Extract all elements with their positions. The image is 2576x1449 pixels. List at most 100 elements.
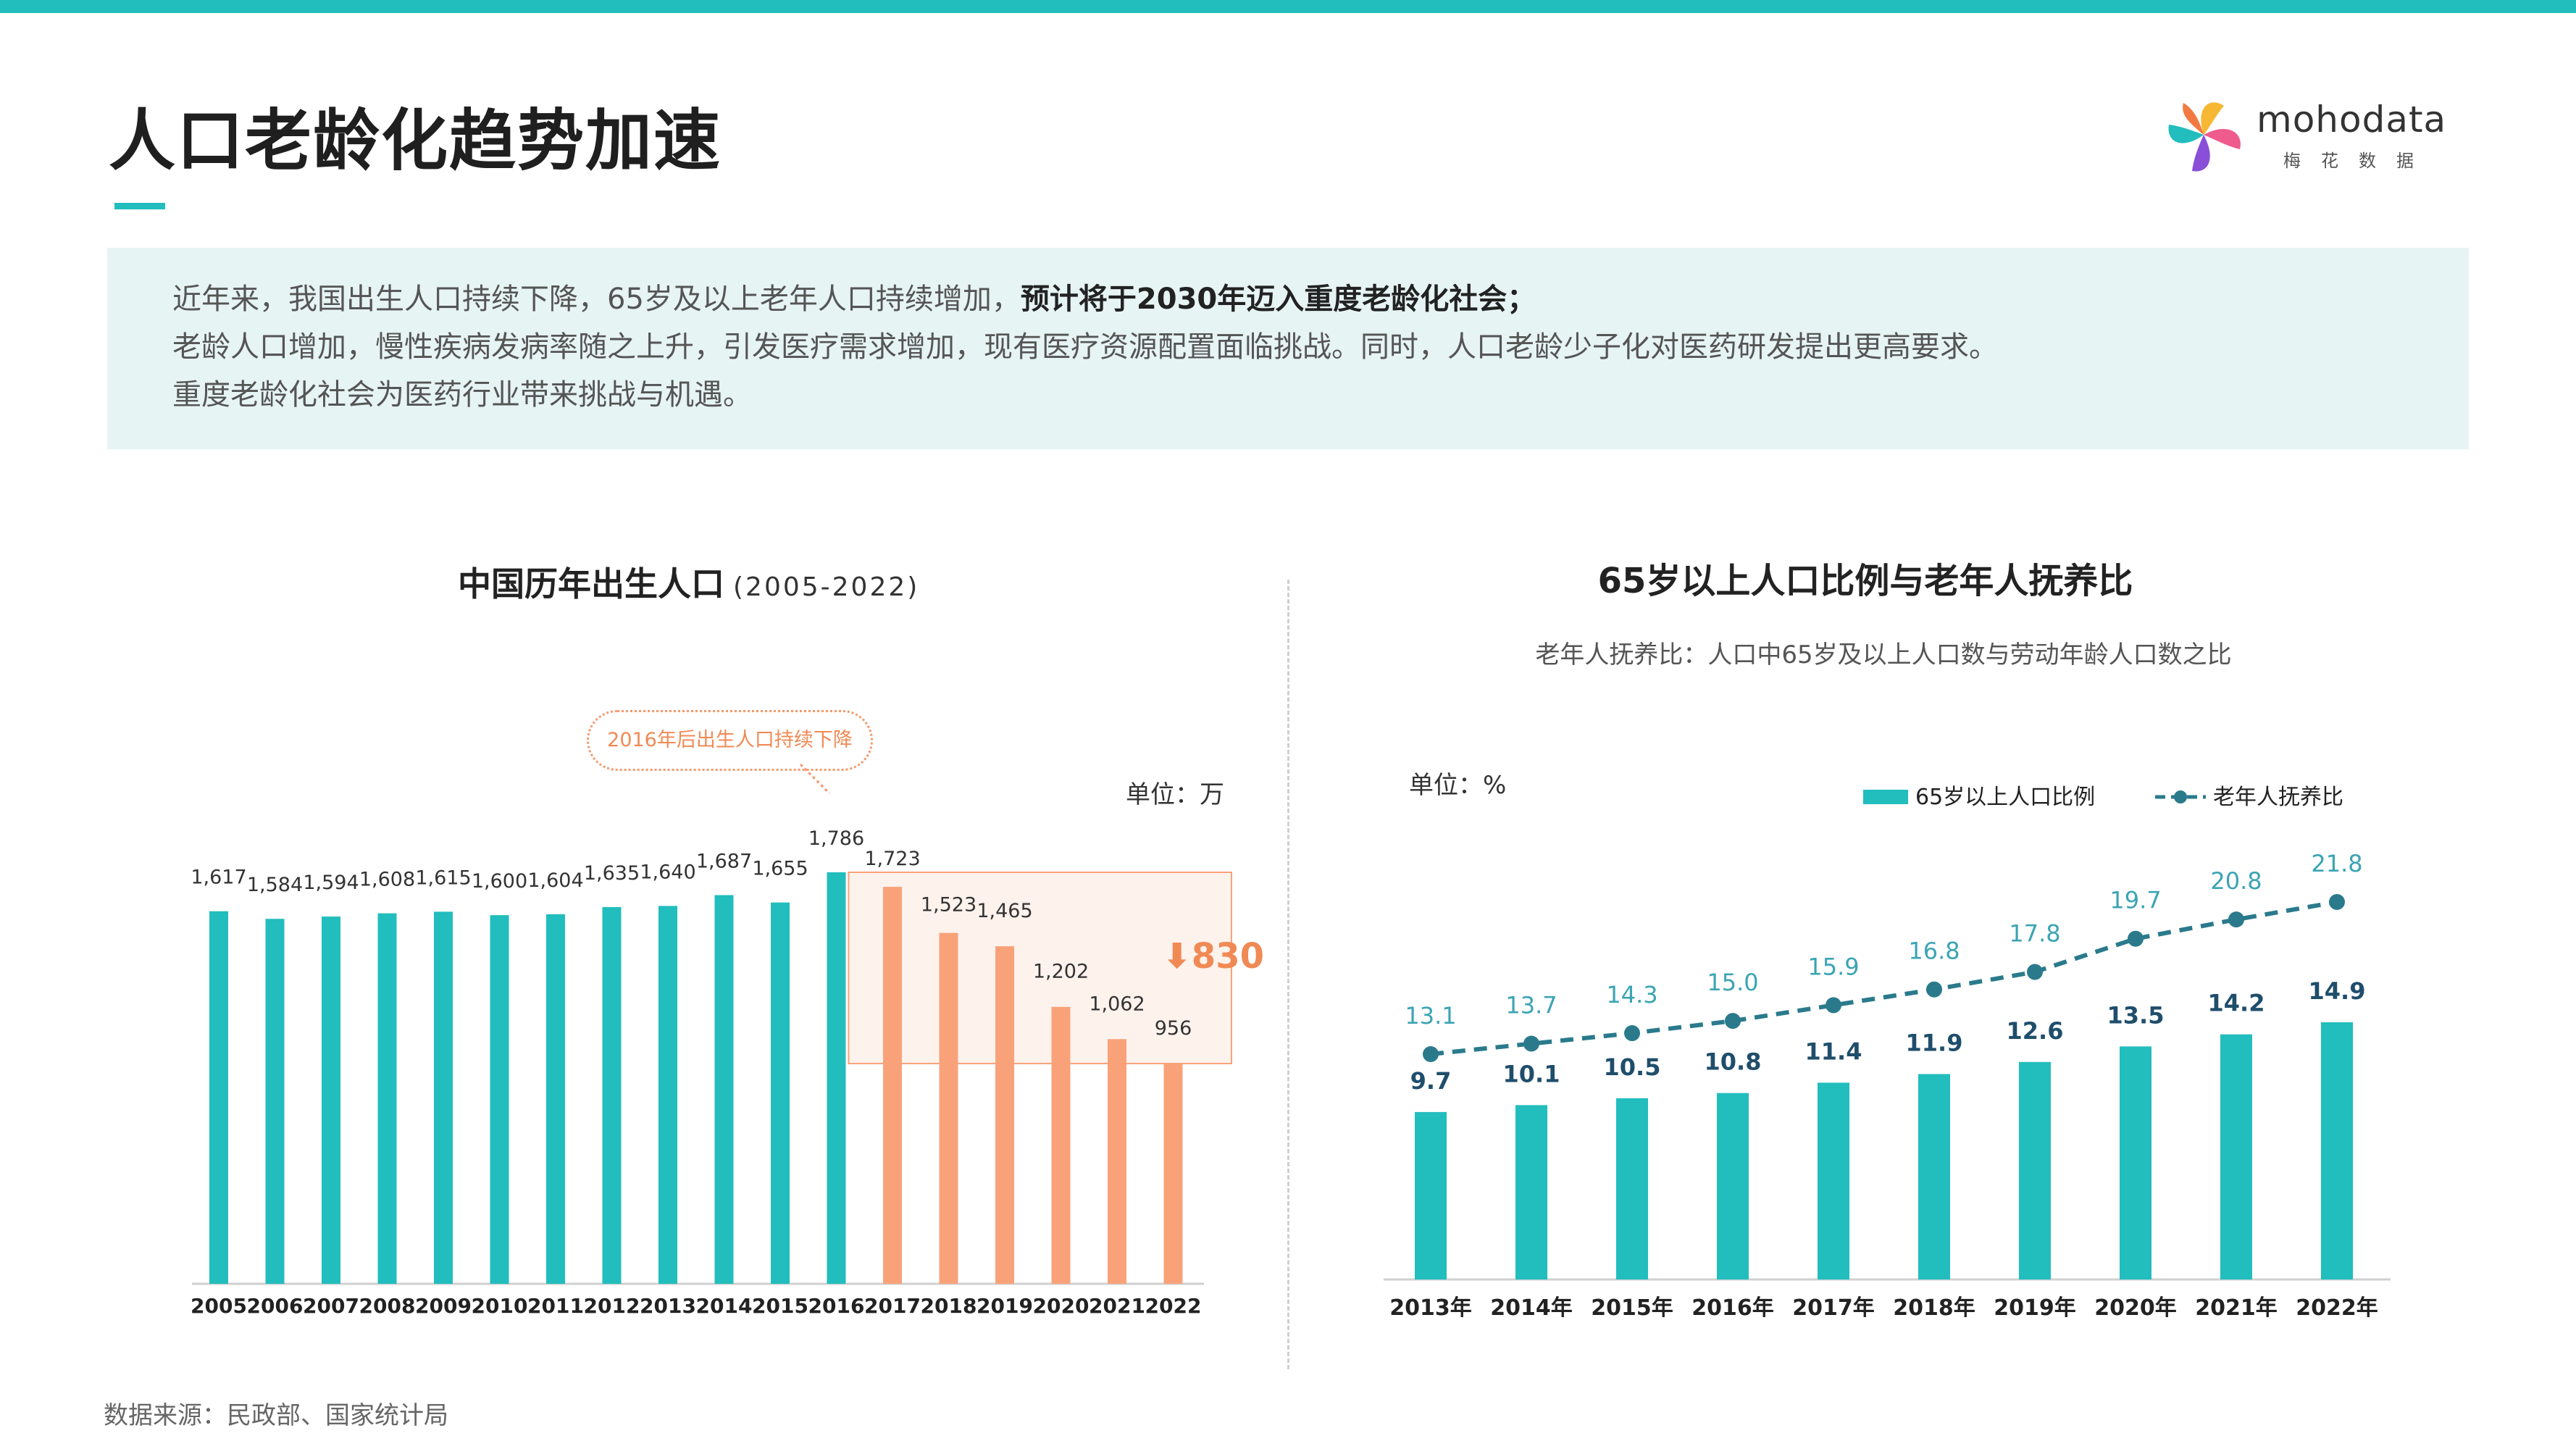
value-label-birth-2019: 1,465 [977,900,1032,922]
value-label-dependency-2021年: 20.8 [2210,867,2262,895]
summary-line-3: 重度老龄化社会为医药行业带来挑战与机遇。 [172,378,752,412]
x-tick-elderly-2020年: 2020年 [2094,1295,2177,1321]
x-tick-birth-2016: 2016 [808,1294,865,1318]
page-title: 人口老龄化趋势加速 [109,102,722,180]
legend-label-bar: 65岁以上人口比例 [1915,785,2095,810]
value-label-birth-2017: 1,723 [864,848,920,870]
value-label-birth-2022: 956 [1155,1017,1192,1040]
x-tick-elderly-2017年: 2017年 [1792,1295,1875,1321]
chart-1-unit-label: 单位：万 [1126,780,1224,809]
bar-elderly-2013年 [1415,1111,1447,1279]
bar-birth-2014 [714,895,734,1284]
value-label-dependency-2022年: 21.8 [2311,850,2362,877]
bar-birth-2009 [434,911,453,1284]
point-dependency-2015年 [1624,1025,1640,1042]
point-dependency-2017年 [1826,997,1841,1014]
line-dependency-ratio [1430,900,2338,1056]
bar-elderly-2020年 [2120,1046,2151,1279]
bar-birth-2005 [209,911,228,1284]
value-label-birth-2018: 1,523 [921,894,977,916]
x-tick-elderly-2013年: 2013年 [1389,1295,1472,1321]
bar-birth-2006 [265,919,285,1284]
x-tick-elderly-2014年: 2014年 [1490,1295,1573,1321]
point-dependency-2018年 [1926,981,1942,998]
bar-elderly-2022年 [2321,1022,2353,1279]
logo-wordmark: mohodata [2257,99,2447,141]
value-label-birth-2011: 1,604 [527,869,583,892]
decline-highlight-box [848,872,1232,1064]
value-label-elderly-2017年: 11.4 [1805,1037,1862,1065]
bar-elderly-2015年 [1616,1098,1648,1279]
x-tick-birth-2018: 2018 [921,1294,977,1318]
chart-2-unit-label: 单位：% [1409,771,1506,800]
x-tick-elderly-2022年: 2022年 [2296,1295,2378,1321]
bar-elderly-2018年 [1918,1074,1950,1279]
x-tick-birth-2021: 2021 [1089,1294,1145,1318]
bar-birth-2015 [771,902,790,1284]
data-source-note: 数据来源：民政部、国家统计局 [104,1401,448,1430]
value-label-elderly-2022年: 14.9 [2309,977,2366,1005]
bar-birth-2007 [322,916,340,1284]
x-tick-elderly-2015年: 2015年 [1591,1295,1673,1321]
chart-divider [1287,580,1289,1369]
point-dependency-2020年 [2128,930,2144,947]
point-dependency-2014年 [1523,1035,1539,1052]
x-tick-birth-2022: 2022 [1145,1294,1202,1318]
bar-birth-2018 [939,932,958,1284]
bar-birth-2008 [377,913,397,1284]
value-label-birth-2016: 1,786 [808,827,864,850]
value-label-elderly-2015年: 10.5 [1604,1053,1661,1081]
value-label-birth-2012: 1,635 [584,862,640,885]
aging-ratio-chart: 65岁以上人口比例与老年人抚养比老年人抚养比：人口中65岁及以上人口数与劳动年龄… [1384,561,2391,1321]
callout-annotation: 2016年后出生人口持续下降 [587,710,873,771]
decline-amount-label: ⬇830 [1163,936,1264,977]
value-label-dependency-2016年: 15.0 [1707,969,1758,996]
value-label-birth-2010: 1,600 [472,870,527,893]
value-label-elderly-2018年: 11.9 [1906,1029,1963,1056]
bar-birth-2019 [995,946,1014,1284]
x-tick-elderly-2019年: 2019年 [1994,1295,2076,1321]
bar-elderly-2014年 [1515,1105,1547,1279]
charts-canvas: 中国历年出生人口 (2005-2022) 单位：万 ⬇830 1,617 2005 1,58… [191,561,2391,1321]
value-label-elderly-2019年: 12.6 [2007,1017,2064,1045]
legend-label-line: 老年人抚养比 [2213,785,2343,810]
bar-birth-2021 [1108,1039,1126,1284]
value-label-dependency-2014年: 13.7 [1505,992,1557,1019]
value-label-dependency-2020年: 19.7 [2109,887,2161,914]
value-label-elderly-2020年: 13.5 [2107,1001,2165,1029]
value-label-birth-2013: 1,640 [640,861,695,883]
value-label-dependency-2019年: 17.8 [2009,920,2060,948]
value-label-birth-2014: 1,687 [696,850,752,872]
x-tick-birth-2019: 2019 [977,1294,1033,1318]
point-dependency-2021年 [2228,911,2244,928]
chart-1-title-years: (2005-2022) [733,572,919,602]
value-label-dependency-2018年: 16.8 [1908,938,1960,965]
x-tick-birth-2020: 2020 [1033,1294,1090,1318]
legend-swatch-bar [1863,790,1908,804]
callout-pointer [799,763,831,795]
mohodata-logo: mohodata 梅花数据 [2159,93,2463,180]
x-tick-elderly-2021年: 2021年 [2195,1295,2278,1321]
chart-1-title: 中国历年出生人口 [458,564,724,604]
value-label-birth-2007: 1,594 [303,872,359,894]
x-tick-birth-2008: 2008 [359,1294,416,1318]
summary-line-2: 老龄人口增加，慢性疾病发病率随之上升，引发医疗需求增加，现有医疗资源配置面临挑战… [172,330,1998,364]
x-tick-birth-2010: 2010 [472,1294,528,1318]
legend-marker-line [2174,790,2187,803]
point-dependency-2022年 [2329,894,2345,910]
bar-birth-2013 [658,906,677,1284]
x-tick-birth-2006: 2006 [247,1294,304,1318]
bar-birth-2010 [490,915,509,1284]
chart-2-subtitle: 老年人抚养比：人口中65岁及以上人口数与劳动年龄人口数之比 [1535,640,2231,669]
value-label-elderly-2021年: 14.2 [2208,990,2265,1017]
bar-elderly-2016年 [1717,1093,1749,1279]
birth-population-chart: 中国历年出生人口 (2005-2022) 单位：万 ⬇830 1,617 2005 1,58… [191,564,1264,1318]
value-label-dependency-2013年: 13.1 [1405,1002,1456,1030]
value-label-dependency-2017年: 15.9 [1807,953,1859,980]
value-label-elderly-2016年: 10.8 [1705,1048,1762,1076]
bar-elderly-2021年 [2220,1034,2252,1279]
x-tick-birth-2005: 2005 [191,1294,247,1318]
summary-box: 近年来，我国出生人口持续下降，65岁及以上老年人口持续增加，预计将于2030年迈… [107,248,2469,449]
bar-elderly-2017年 [1818,1082,1849,1279]
value-label-birth-2021: 1,062 [1089,993,1145,1015]
